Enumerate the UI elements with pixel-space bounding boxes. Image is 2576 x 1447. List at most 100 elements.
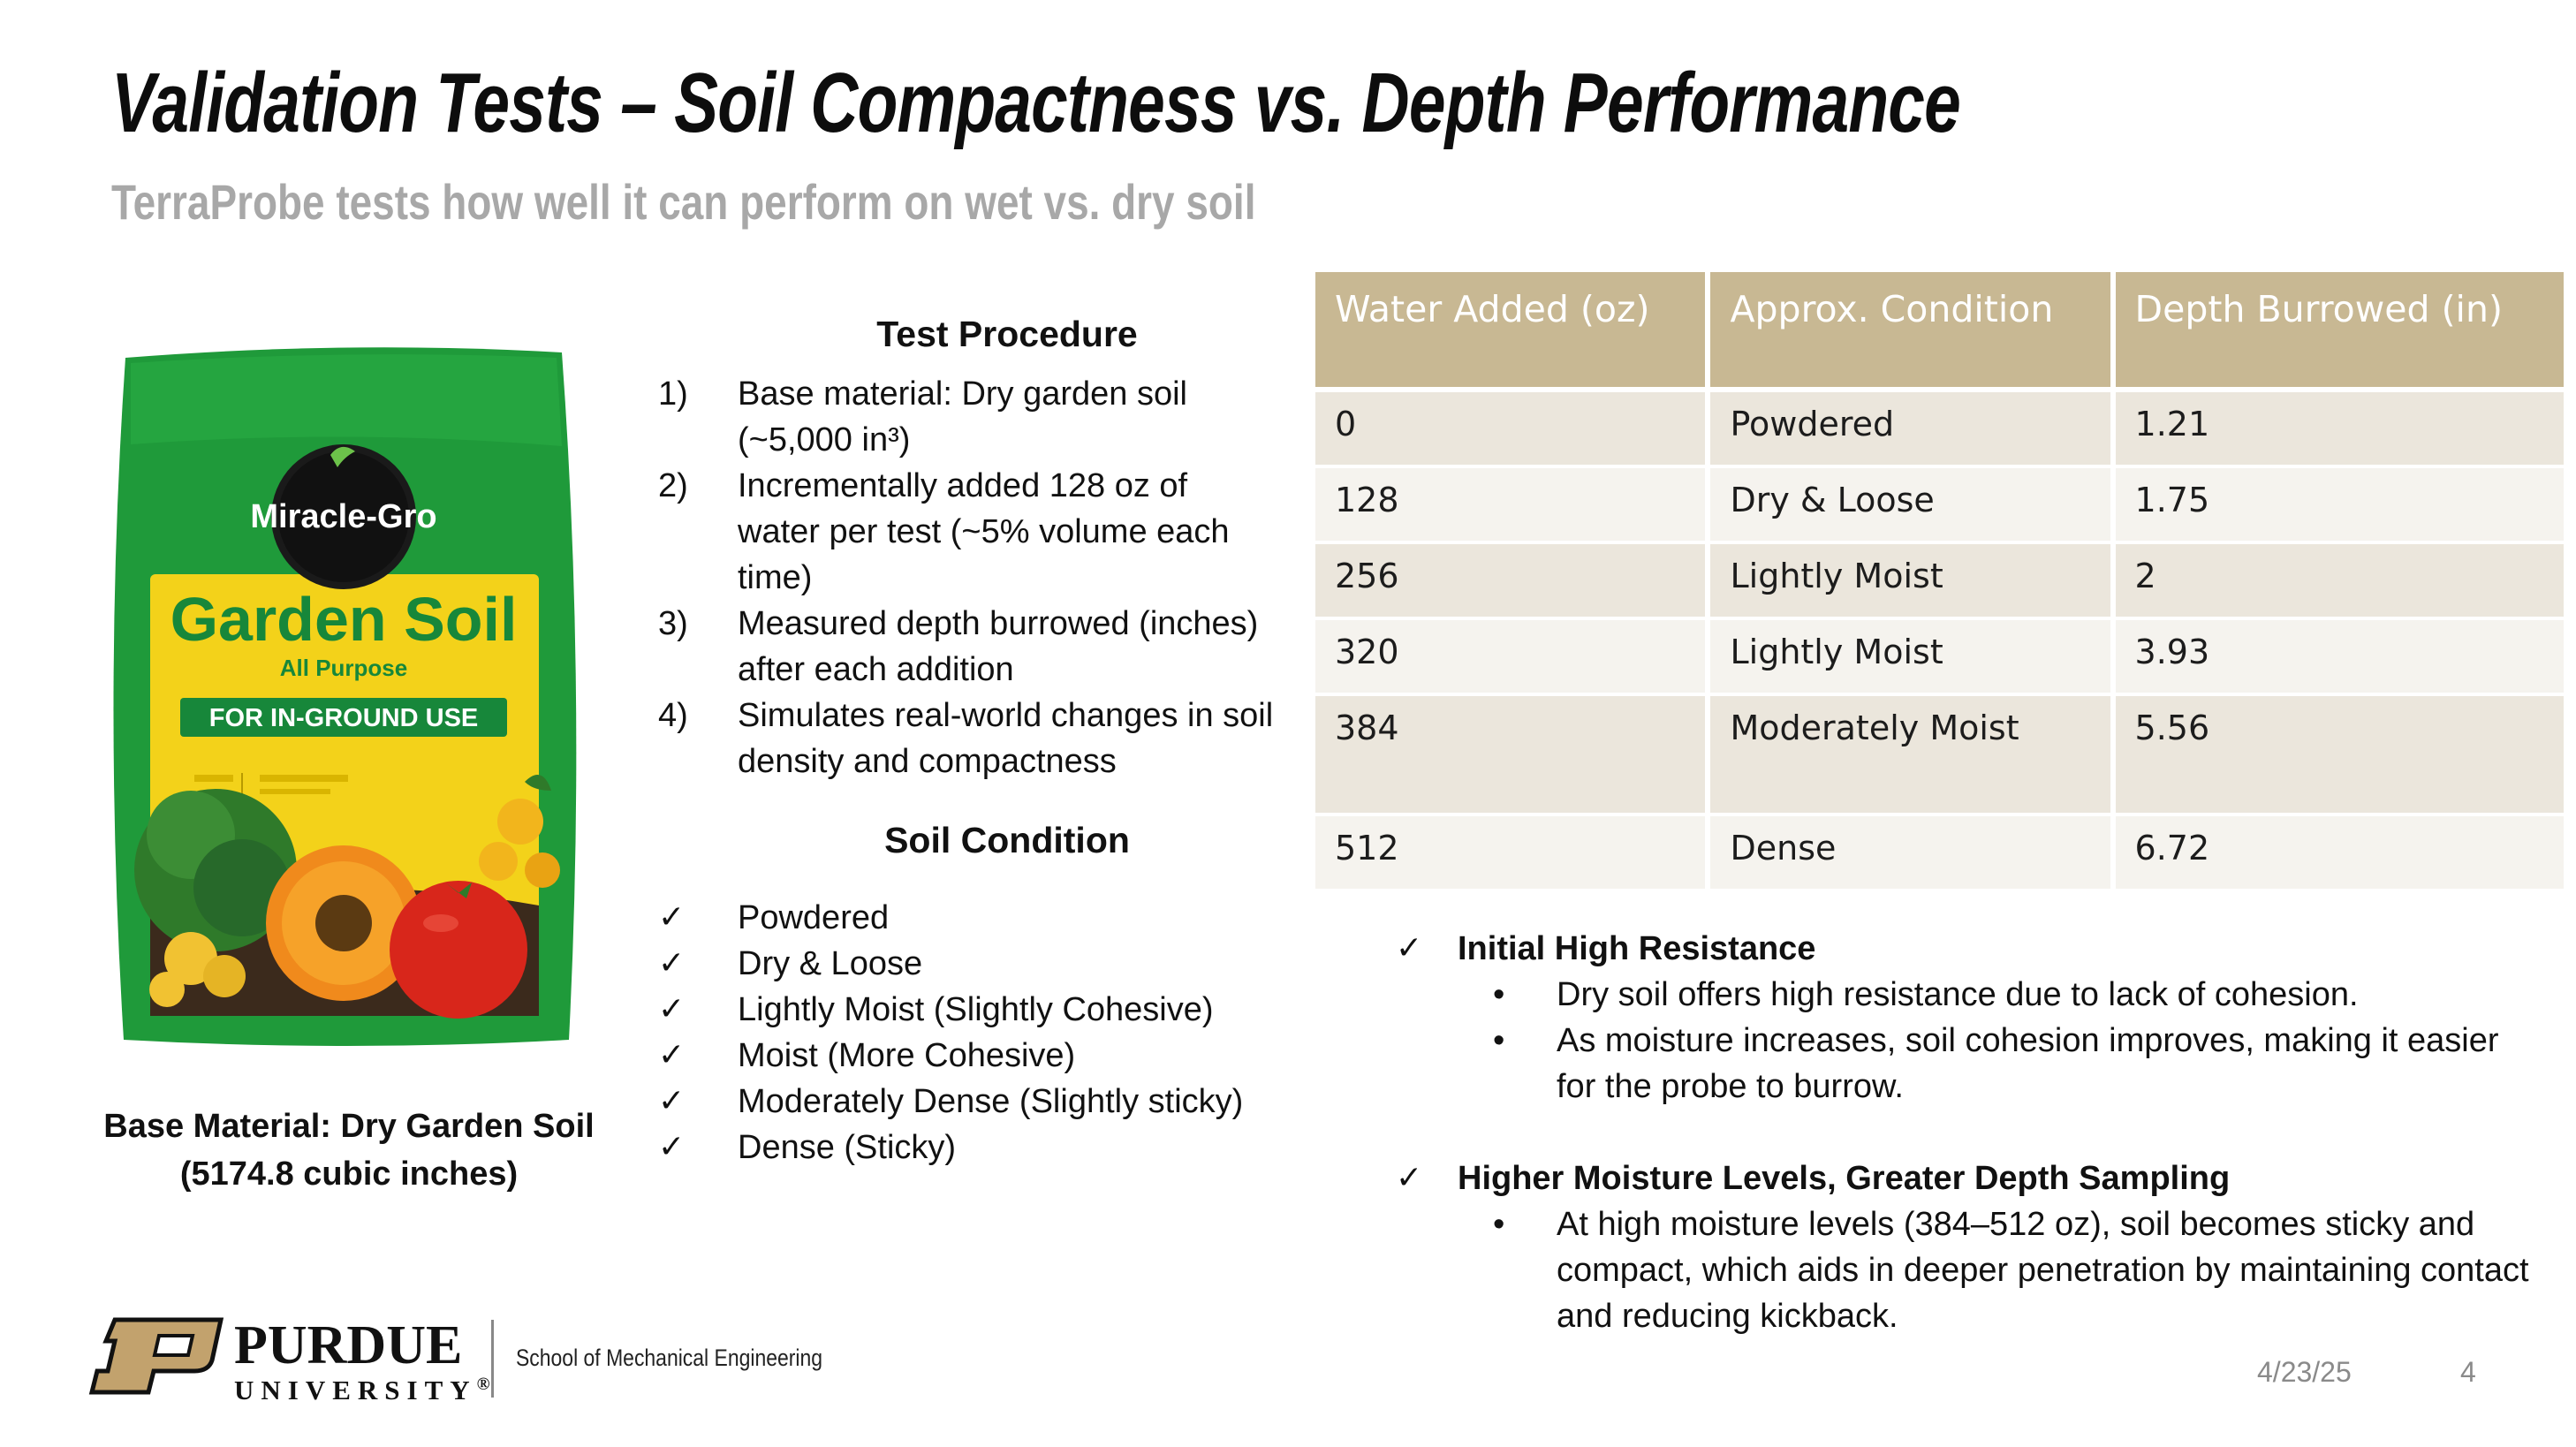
column-header-condition: Approx. Condition [1708, 272, 2116, 392]
checkmark-icon: ✓ [658, 1037, 686, 1073]
depth-results-table: Water Added (oz) Approx. Condition Depth… [1315, 272, 2564, 892]
purdue-wordmark: PURDUE UNIVERSITY® [234, 1318, 490, 1406]
cell-condition: Powdered [1708, 390, 2116, 468]
bullet-icon: • [1493, 976, 1505, 1013]
soil-condition-item: ✓ Lightly Moist (Slightly Cohesive) [658, 987, 1277, 1033]
cell-condition: Lightly Moist [1708, 542, 2116, 620]
cell-depth: 5.56 [2112, 694, 2564, 816]
soil-condition-item: ✓ Powdered [658, 895, 1277, 941]
table-row: 256 Lightly Moist 2 [1315, 542, 2564, 620]
procedure-number: 1) [658, 375, 688, 413]
checkmark-icon: ✓ [658, 991, 686, 1027]
soil-condition-item: ✓ Dry & Loose [658, 941, 1277, 987]
finding-bullet-text: At high moisture levels (384–512 oz), so… [1557, 1206, 2529, 1335]
cell-condition: Dense [1708, 814, 2116, 892]
table-header-row: Water Added (oz) Approx. Condition Depth… [1315, 272, 2564, 392]
checkmark-icon: ✓ [1396, 1160, 1423, 1196]
soil-condition-text: Moist (More Cohesive) [738, 1037, 1076, 1074]
cell-depth: 1.21 [2112, 390, 2564, 468]
table-row: 512 Dense 6.72 [1315, 814, 2564, 892]
finding-heading: ✓ Higher Moisture Levels, Greater Depth … [1396, 1155, 2544, 1201]
soil-condition-item: ✓ Moderately Dense (Slightly sticky) [658, 1079, 1277, 1125]
column-header-depth: Depth Burrowed (in) [2112, 272, 2564, 392]
cell-water-added: 128 [1315, 466, 1711, 544]
table-row: 128 Dry & Loose 1.75 [1315, 466, 2564, 544]
cell-water-added: 512 [1315, 814, 1711, 892]
finding-bullet-text: As moisture increases, soil cohesion imp… [1557, 1022, 2499, 1105]
cell-water-added: 384 [1315, 694, 1711, 816]
bullet-icon: • [1493, 1206, 1505, 1243]
school-name: School of Mechanical Engineering [516, 1345, 823, 1371]
procedure-column: Test Procedure 1) Base material: Dry gar… [658, 314, 1277, 1170]
procedure-item: 1) Base material: Dry garden soil (~5,00… [658, 371, 1277, 463]
sunflower-illustration [266, 845, 421, 1001]
table-row: 0 Powdered 1.21 [1315, 390, 2564, 468]
procedure-list: 1) Base material: Dry garden soil (~5,00… [658, 371, 1277, 784]
cell-condition: Moderately Moist [1708, 694, 2116, 816]
bag-brand-text: Miracle-Gro [250, 498, 436, 535]
column-header-water-added: Water Added (oz) [1315, 272, 1711, 392]
checkmark-icon: ✓ [658, 899, 686, 936]
finding-bullets: • At high moisture levels (384–512 oz), s… [1396, 1201, 2544, 1339]
procedure-text: Simulates real-world changes in soil den… [738, 697, 1274, 780]
soil-condition-text: Lightly Moist (Slightly Cohesive) [738, 991, 1214, 1028]
slide-title: Validation Tests – Soil Compactness vs. … [111, 56, 1961, 150]
checkmark-icon: ✓ [658, 1129, 686, 1165]
procedure-item: 4) Simulates real-world changes in soil … [658, 693, 1277, 784]
slide-number: 4 [2460, 1356, 2476, 1388]
footer-divider [491, 1320, 494, 1398]
cell-depth: 1.75 [2112, 466, 2564, 544]
finding-bullet: • Dry soil offers high resistance due to … [1493, 972, 2544, 1018]
cell-condition: Lightly Moist [1708, 618, 2116, 696]
purdue-wordmark-bottom: UNIVERSITY® [234, 1375, 490, 1405]
cell-depth: 2 [2112, 542, 2564, 620]
cell-condition: Dry & Loose [1708, 466, 2116, 544]
tomato-illustration [390, 881, 527, 1019]
cell-depth: 3.93 [2112, 618, 2564, 696]
procedure-item: 2) Incrementally added 128 oz of water p… [658, 463, 1277, 601]
bag-caption-line-2: (5174.8 cubic inches) [179, 1155, 519, 1193]
finding-title: Higher Moisture Levels, Greater Depth Sa… [1458, 1160, 2231, 1197]
bag-tagline: All Purpose [280, 655, 407, 681]
bullet-icon: • [1493, 1022, 1505, 1059]
bag-product-name: Garden Soil [170, 585, 518, 654]
procedure-text: Measured depth burrowed (inches) after e… [738, 605, 1259, 688]
soil-condition-text: Dry & Loose [738, 945, 923, 982]
procedure-number: 3) [658, 605, 688, 642]
cell-water-added: 256 [1315, 542, 1711, 620]
procedure-number: 2) [658, 467, 688, 504]
purdue-p-logo-icon [88, 1317, 224, 1395]
finding-title: Initial High Resistance [1458, 930, 1816, 967]
procedure-heading: Test Procedure [876, 314, 1138, 354]
cell-depth: 6.72 [2112, 814, 2564, 892]
soil-condition-text: Dense (Sticky) [738, 1129, 957, 1166]
finding-bullet: • At high moisture levels (384–512 oz), s… [1493, 1201, 2544, 1339]
table-row: 320 Lightly Moist 3.93 [1315, 618, 2564, 696]
procedure-text: Incrementally added 128 oz of water per … [738, 467, 1230, 596]
checkmark-icon: ✓ [1396, 930, 1423, 966]
finding-bullets: • Dry soil offers high resistance due to … [1396, 972, 2544, 1110]
finding-bullet: • As moisture increases, soil cohesion im… [1493, 1018, 2544, 1110]
soil-condition-item: ✓ Dense (Sticky) [658, 1125, 1277, 1170]
soil-condition-heading: Soil Condition [884, 820, 1130, 860]
checkmark-icon: ✓ [658, 1083, 686, 1119]
table-row: 384 Moderately Moist 5.56 [1315, 694, 2564, 816]
cell-water-added: 0 [1315, 390, 1711, 468]
slide-subtitle: TerraProbe tests how well it can perform… [111, 174, 1256, 230]
soil-condition-list: ✓ Powdered ✓ Dry & Loose ✓ Lightly Moist (S… [658, 895, 1277, 1170]
procedure-text: Base material: Dry garden soil (~5,000 i… [738, 375, 1187, 458]
findings-section: ✓ Initial High Resistance • Dry soil offe… [1396, 926, 2544, 1339]
procedure-item: 3) Measured depth burrowed (inches) afte… [658, 601, 1277, 693]
procedure-number: 4) [658, 697, 688, 734]
checkmark-icon: ✓ [658, 945, 686, 981]
soil-condition-text: Powdered [738, 899, 890, 936]
purdue-wordmark-top: PURDUE [234, 1315, 463, 1375]
bag-band-text: FOR IN-GROUND USE [209, 704, 479, 732]
soil-condition-text: Moderately Dense (Slightly sticky) [738, 1083, 1244, 1120]
cell-water-added: 320 [1315, 618, 1711, 696]
finding-heading: ✓ Initial High Resistance [1396, 926, 2544, 972]
slide-date: 4/23/25 [2257, 1356, 2352, 1388]
finding-bullet-text: Dry soil offers high resistance due to l… [1557, 976, 2359, 1013]
bag-caption-line-1: Base Material: Dry Garden Soil [103, 1108, 595, 1145]
